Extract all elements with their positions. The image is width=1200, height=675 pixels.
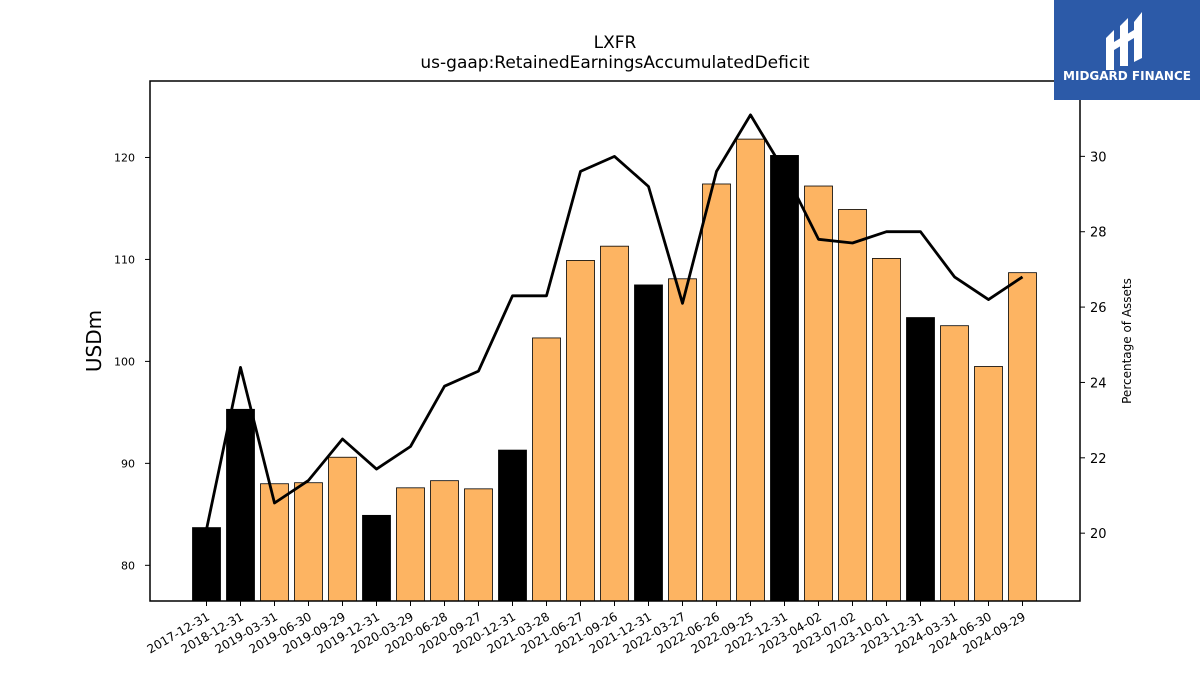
logo-mark-icon bbox=[1106, 12, 1142, 70]
bar-2024-03-31 bbox=[940, 325, 969, 602]
bar-2019-12-31 bbox=[362, 514, 391, 602]
bar-2020-12-31 bbox=[498, 449, 527, 602]
bar-2023-04-02 bbox=[804, 185, 833, 602]
y2-tick-label: 24 bbox=[1090, 376, 1107, 391]
y2-tick-label: 28 bbox=[1090, 226, 1107, 241]
y2-tick-label: 26 bbox=[1090, 301, 1107, 316]
y-tick-label: 100 bbox=[114, 355, 135, 368]
bar-2022-03-27 bbox=[668, 278, 697, 602]
bar-2020-03-29 bbox=[396, 487, 425, 602]
bar-2020-09-27 bbox=[464, 488, 493, 602]
bar-2023-12-31 bbox=[906, 317, 935, 602]
bar-2021-03-28 bbox=[532, 337, 561, 602]
bar-2024-09-29 bbox=[1008, 272, 1037, 602]
bars-group bbox=[192, 138, 1037, 602]
line-group bbox=[205, 113, 1024, 530]
y-axis-label: USDm bbox=[82, 310, 106, 372]
bar-2019-09-29 bbox=[328, 456, 357, 602]
bar-2022-09-25 bbox=[736, 138, 765, 602]
y-tick-label: 120 bbox=[114, 151, 135, 164]
bar-2023-10-01 bbox=[872, 258, 901, 602]
y-tick-label: 110 bbox=[114, 253, 135, 266]
bar-2022-12-31 bbox=[770, 155, 799, 602]
bar-2024-06-30 bbox=[974, 366, 1003, 602]
bar-2018-12-31 bbox=[226, 408, 255, 602]
chart-title: LXFR bbox=[594, 33, 637, 53]
bar-2019-06-30 bbox=[294, 482, 323, 602]
bar-2020-06-28 bbox=[430, 480, 459, 602]
bar-2021-06-27 bbox=[566, 260, 595, 602]
y-tick-label: 90 bbox=[121, 457, 135, 470]
y2-tick-label: 20 bbox=[1090, 527, 1107, 542]
y2-axis-label: Percentage of Assets bbox=[1120, 278, 1134, 404]
bar-2021-12-31 bbox=[634, 284, 663, 602]
bar-2017-12-31 bbox=[192, 527, 221, 602]
percentage-line bbox=[205, 113, 1024, 530]
bar-2022-06-26 bbox=[702, 183, 731, 602]
chart-subtitle: us-gaap:RetainedEarningsAccumulatedDefic… bbox=[420, 53, 810, 73]
y2-tick-label: 30 bbox=[1090, 150, 1107, 165]
logo-text: MIDGARD FINANCE bbox=[1063, 69, 1191, 83]
bar-2021-09-26 bbox=[600, 245, 629, 602]
midgard-finance-logo: MIDGARD FINANCE bbox=[1054, 0, 1200, 100]
y2-tick-label: 22 bbox=[1090, 452, 1107, 467]
bar-2023-07-02 bbox=[838, 209, 867, 602]
y-tick-label: 80 bbox=[121, 559, 135, 572]
